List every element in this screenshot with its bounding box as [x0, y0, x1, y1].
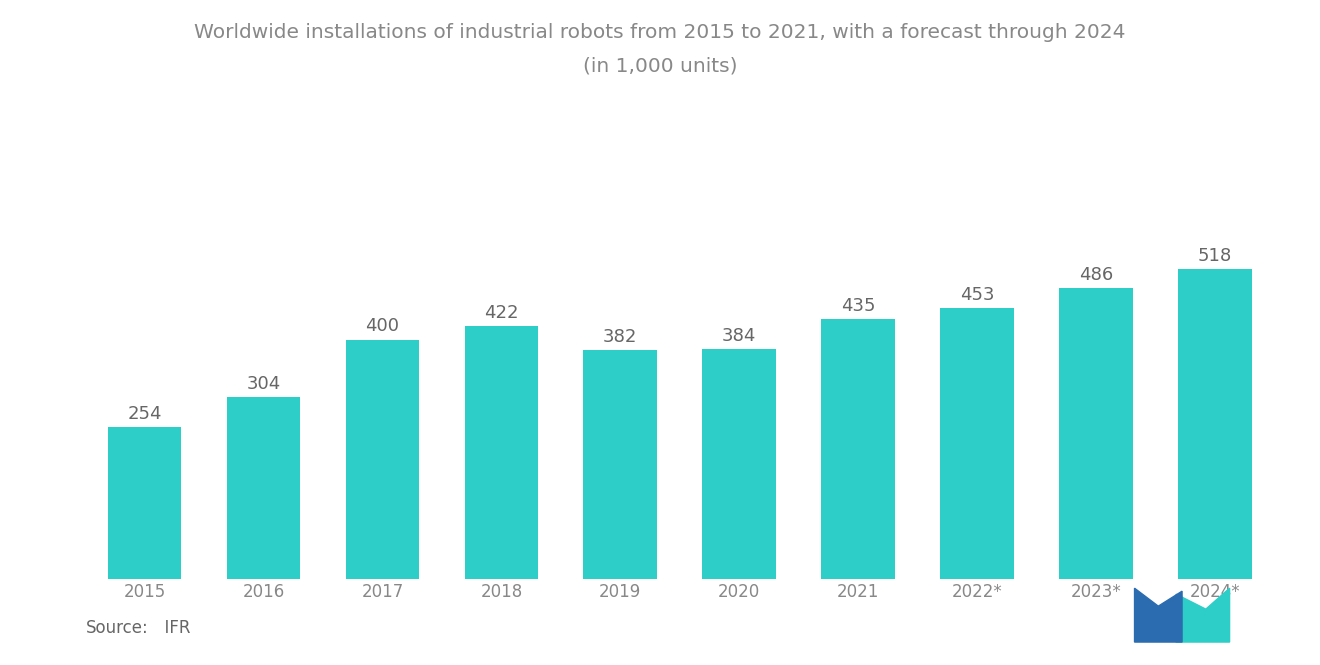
Text: 304: 304 — [247, 375, 281, 393]
Bar — [940, 308, 1014, 579]
Bar — [346, 340, 420, 579]
Bar — [1179, 269, 1251, 579]
Bar — [702, 349, 776, 579]
Text: (in 1,000 units): (in 1,000 units) — [582, 57, 738, 76]
Text: Worldwide installations of industrial robots from 2015 to 2021, with a forecast : Worldwide installations of industrial ro… — [194, 23, 1126, 43]
Text: IFR: IFR — [154, 619, 191, 638]
Text: 453: 453 — [960, 286, 994, 304]
Text: 422: 422 — [484, 305, 519, 323]
Text: 518: 518 — [1197, 247, 1232, 265]
Bar — [583, 350, 657, 579]
Text: 254: 254 — [127, 404, 162, 423]
Bar — [821, 319, 895, 579]
Text: 486: 486 — [1078, 266, 1113, 284]
Text: 384: 384 — [722, 327, 756, 345]
Polygon shape — [1176, 589, 1230, 642]
Bar — [465, 327, 539, 579]
Text: 400: 400 — [366, 317, 400, 335]
Text: 435: 435 — [841, 297, 875, 315]
Text: Source:: Source: — [86, 619, 149, 638]
Bar — [227, 397, 301, 579]
Text: 382: 382 — [603, 328, 638, 346]
Bar — [108, 427, 181, 579]
Polygon shape — [1134, 589, 1183, 642]
Bar — [1059, 288, 1133, 579]
